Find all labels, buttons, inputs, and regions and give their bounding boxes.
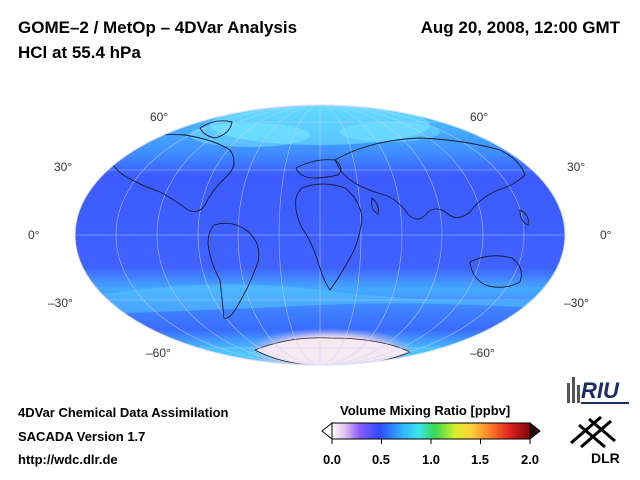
lat-label-left: –60°: [146, 346, 171, 360]
colorbar-tick: 0.5: [371, 452, 391, 467]
lat-label-right: 30°: [567, 160, 586, 174]
analysis-datetime: Aug 20, 2008, 12:00 GMT: [420, 18, 620, 37]
footer-url[interactable]: http://wdc.dlr.de: [18, 452, 118, 467]
colorbar-tick: 1.5: [470, 452, 490, 467]
lat-label-right: –30°: [564, 296, 589, 310]
dlr-logo-text: DLR: [591, 450, 620, 465]
colorbar-tick: 1.0: [421, 452, 441, 467]
footer-line-1: 4DVar Chemical Data Assimilation: [18, 405, 229, 420]
colorbar-tick: 2.0: [520, 452, 540, 467]
lat-label-left: 60°: [150, 110, 169, 124]
colorbar: [321, 421, 541, 444]
lat-label-right: –60°: [470, 346, 495, 360]
continent-outlines: [109, 120, 529, 319]
colorbar-tick: 0.0: [322, 452, 342, 467]
map-title: GOME–2 / MetOp – 4DVar Analysis: [18, 18, 298, 37]
lat-label-right: 60°: [470, 110, 489, 124]
footer-line-2: SACADA Version 1.7: [18, 429, 146, 444]
lat-label-left: 30°: [54, 160, 73, 174]
lat-label-left: 0°: [28, 228, 40, 242]
dlr-logo: DLR: [570, 415, 620, 465]
lat-label-left: –30°: [48, 296, 73, 310]
lat-label-right: 0°: [600, 228, 612, 242]
colorbar-title: Volume Mixing Ratio [ppbv]: [340, 403, 511, 418]
riu-logo: RIU: [567, 377, 629, 404]
riu-logo-text: RIU: [581, 378, 620, 403]
map-subtitle: HCl at 55.4 hPa: [18, 43, 141, 62]
